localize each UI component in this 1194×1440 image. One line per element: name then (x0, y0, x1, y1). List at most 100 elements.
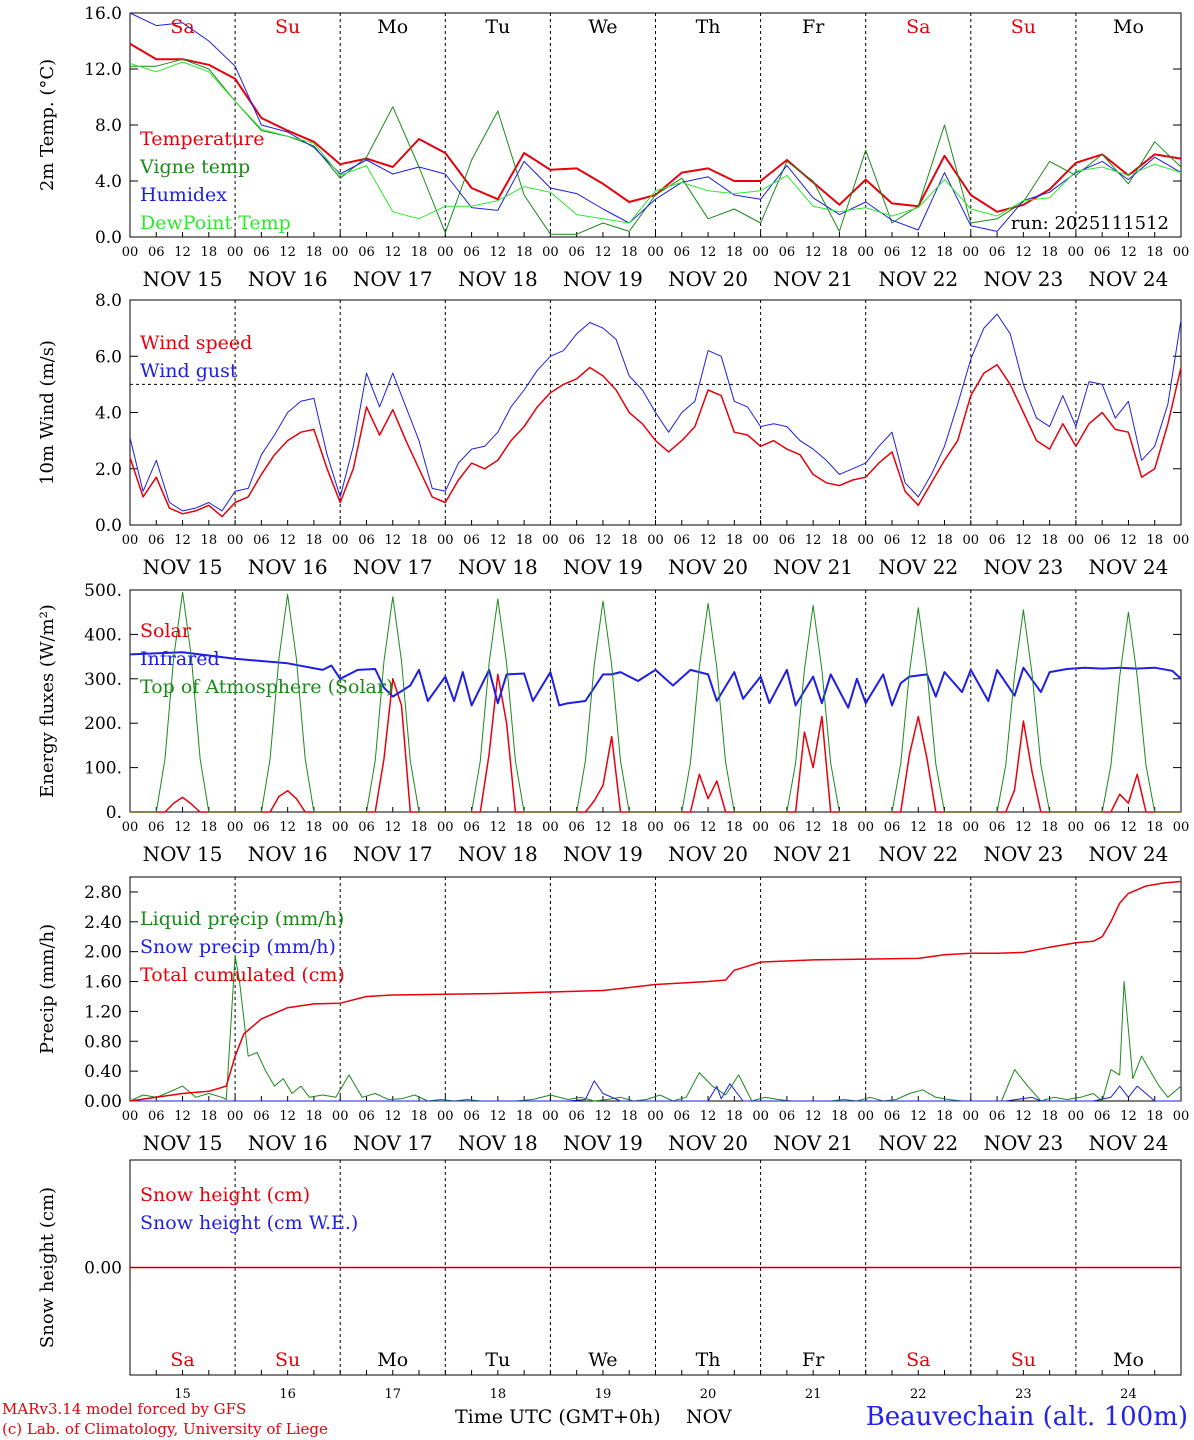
hour-tick-label: 12 (174, 245, 191, 260)
y-tick-label: 1.20 (84, 1002, 122, 1022)
credit-line-2: (c) Lab. of Climatology, University of L… (2, 1420, 328, 1438)
hour-tick-label: 00 (1173, 1109, 1190, 1124)
hour-tick-label: 06 (674, 1109, 691, 1124)
hour-tick-label: 06 (148, 820, 165, 835)
y-tick-label: 0.00 (84, 1259, 122, 1279)
hour-tick-label: 00 (227, 820, 244, 835)
hour-tick-label: 12 (700, 245, 717, 260)
hour-tick-label: 18 (936, 245, 953, 260)
hour-tick-label: 06 (1094, 245, 1111, 260)
weekday-label: Fr (802, 1349, 825, 1371)
hour-tick-label: 12 (1015, 1109, 1032, 1124)
day-label: NOV 17 (353, 267, 433, 291)
weekday-label: Su (275, 1349, 300, 1371)
day-label: NOV 24 (1089, 555, 1169, 579)
hour-tick-label: 06 (463, 1109, 480, 1124)
weekday-label: Mo (1113, 1349, 1144, 1371)
day-label: NOV 19 (563, 1131, 643, 1155)
hour-tick-label: 00 (332, 245, 349, 260)
day-label: NOV 22 (878, 267, 958, 291)
day-label: NOV 20 (668, 555, 748, 579)
legend-entry: Liquid precip (mm/h) (140, 908, 344, 930)
panel-precip: 0.00 0.40 0.80 1.20 1.60 2.00 2.40 2.80 Precip (… (37, 876, 1190, 1155)
day-label: NOV 18 (458, 555, 538, 579)
hour-tick-label: 00 (647, 820, 664, 835)
hour-tick-label: 12 (490, 533, 507, 548)
hour-tick-label: 18 (1041, 820, 1058, 835)
day-label: NOV 20 (668, 1131, 748, 1155)
day-label: NOV 22 (878, 1131, 958, 1155)
hour-tick-label: 00 (857, 820, 874, 835)
hour-tick-label: 18 (831, 1109, 848, 1124)
hour-tick-label: 12 (805, 820, 822, 835)
hour-tick-label: 12 (910, 1109, 927, 1124)
hour-tick-label: 12 (490, 245, 507, 260)
panel-energy: 0. 100. 200. 300. 400. 500. Energy fluxes (W/m… (37, 581, 1189, 866)
day-number-label: 21 (805, 1387, 822, 1402)
hour-tick-label: 18 (726, 245, 743, 260)
y-tick-label: 0.40 (84, 1062, 122, 1082)
day-number-label: 23 (1015, 1387, 1032, 1402)
hour-tick-label: 18 (306, 820, 323, 835)
credit-line-1: MARv3.14 model forced by GFS (2, 1400, 247, 1418)
day-number-label: 20 (700, 1387, 717, 1402)
hour-tick-label: 06 (884, 1109, 901, 1124)
day-label: NOV 20 (668, 842, 748, 866)
series-line-wind-speed (129, 363, 1182, 518)
hour-tick-label: 00 (1173, 820, 1190, 835)
day-number-label: 18 (490, 1387, 507, 1402)
hour-tick-label: 06 (148, 533, 165, 548)
hour-tick-label: 00 (1068, 533, 1085, 548)
hour-tick-label: 06 (1094, 820, 1111, 835)
series-line-wind-gust (129, 313, 1182, 512)
hour-tick-label: 18 (201, 820, 218, 835)
hour-tick-label: 06 (253, 533, 270, 548)
hour-tick-label: 06 (674, 533, 691, 548)
hour-tick-label: 00 (963, 820, 980, 835)
hour-tick-label: 18 (306, 1109, 323, 1124)
y-tick-label: 16.0 (84, 4, 122, 24)
day-label: NOV 16 (248, 555, 328, 579)
hour-tick-label: 18 (1041, 1109, 1058, 1124)
hour-tick-label: 06 (989, 1109, 1006, 1124)
x-axis-month: NOV (686, 1406, 732, 1428)
hour-tick-label: 12 (700, 820, 717, 835)
hour-tick-label: 12 (1015, 245, 1032, 260)
hour-tick-label: 12 (595, 533, 612, 548)
hour-tick-label: 00 (1068, 245, 1085, 260)
hour-tick-label: 00 (647, 1109, 664, 1124)
y-tick-label: 300. (84, 670, 122, 690)
hour-tick-label: 06 (253, 1109, 270, 1124)
hour-tick-label: 18 (1146, 533, 1163, 548)
weekday-label: Th (696, 1349, 721, 1371)
day-number-label: 19 (595, 1387, 612, 1402)
legend-entry: Snow precip (mm/h) (140, 936, 336, 958)
hour-tick-label: 00 (542, 1109, 559, 1124)
y-tick-label: 0. (106, 803, 122, 823)
day-number-label: 24 (1120, 1387, 1137, 1402)
day-label: NOV 19 (563, 842, 643, 866)
hour-tick-label: 18 (411, 1109, 428, 1124)
hour-tick-label: 00 (437, 533, 454, 548)
hour-tick-label: 18 (516, 1109, 533, 1124)
hour-tick-label: 18 (621, 245, 638, 260)
hour-tick-label: 06 (674, 820, 691, 835)
hour-tick-label: 12 (490, 1109, 507, 1124)
hour-tick-label: 18 (1041, 245, 1058, 260)
hour-tick-label: 00 (752, 245, 769, 260)
hour-tick-label: 06 (358, 1109, 375, 1124)
hour-tick-label: 00 (227, 1109, 244, 1124)
hour-tick-label: 18 (201, 533, 218, 548)
day-label: NOV 17 (353, 842, 433, 866)
hour-tick-label: 00 (752, 1109, 769, 1124)
y-axis-title: Snow height (cm) (37, 1187, 58, 1348)
hour-tick-label: 12 (384, 820, 401, 835)
hour-tick-label: 12 (490, 820, 507, 835)
hour-tick-label: 06 (779, 820, 796, 835)
hour-tick-label: 00 (1173, 245, 1190, 260)
y-tick-label: 1.60 (84, 973, 122, 993)
y-tick-label: 2.00 (84, 943, 122, 963)
hour-tick-label: 06 (674, 245, 691, 260)
weekday-label: Su (1011, 1349, 1036, 1371)
hour-tick-label: 00 (857, 245, 874, 260)
